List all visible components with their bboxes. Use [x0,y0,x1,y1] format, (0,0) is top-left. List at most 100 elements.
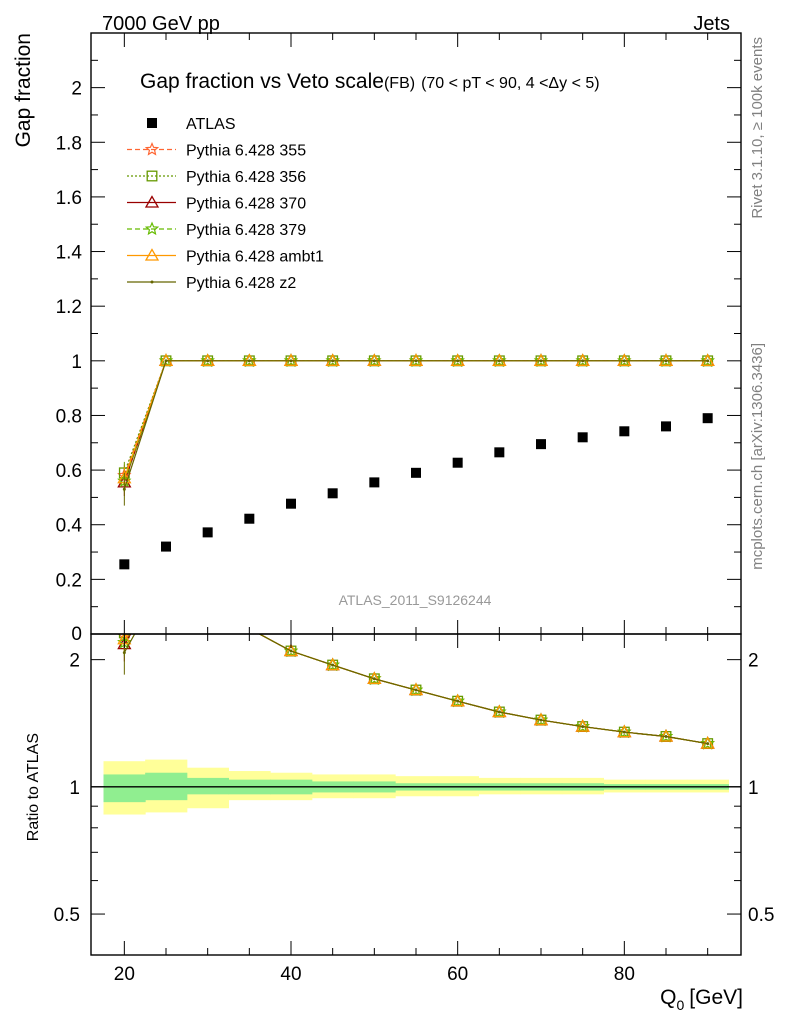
series-point [206,359,210,363]
series-point [158,353,174,367]
ratio-y-tick-label: 0.5 [54,905,80,926]
y-tick-label: 1.4 [56,243,83,264]
series-point [617,353,632,368]
ratio-band-inner [186,777,229,795]
ratio-point [206,604,209,607]
series-point [492,353,507,368]
data-point [619,426,630,437]
series-point [533,353,549,367]
series-point [200,353,215,368]
main-panel-series [117,353,715,570]
legend-label: Pythia 6.428 z2 [186,275,296,292]
data-point [244,513,255,524]
x-tick-label: 40 [280,964,301,985]
ratio-point [160,572,172,583]
series-point [706,359,710,363]
ratio-point [160,572,172,583]
chart-title: Gap fraction vs Veto scale(FB) (70 < pT <… [140,70,600,93]
ratio-point [372,677,376,681]
y-tick-label: 0.6 [56,461,82,482]
series-point [367,353,382,368]
ratio-point [581,725,585,729]
series-point [533,353,549,366]
ratio-point [617,724,632,739]
series-point [372,359,376,363]
series-point [700,353,715,366]
y-axis-label: Gap fraction [12,33,35,147]
analysis-watermark: ATLAS_2011_S9126244 [339,592,492,608]
x-axis-label: Q0 [GeV] [660,986,743,1013]
ratio-point [664,734,668,738]
series-point [408,353,424,366]
series-point [658,353,674,367]
series-line [123,360,708,479]
legend: ATLAS Pythia 6.428 355 Pythia 6.428 356 Pyt… [127,116,324,292]
chart-title-main: Gap fraction vs Veto scale [140,70,384,93]
series-layer [117,353,715,750]
y-tick-label: 1.6 [56,188,82,209]
ratio-point [160,572,171,583]
series-line [123,360,708,483]
ratio-point [161,573,171,583]
data-point [161,541,171,552]
y-tick-label: 2 [71,79,82,100]
data-point [286,498,296,509]
legend-marker [150,280,154,284]
ratio-y-tick-label-right: 2 [748,651,759,672]
series-point [158,353,174,366]
legend-label: Pythia 6.428 356 [186,169,306,186]
legend-marker [147,118,157,128]
ratio-uncertainty-band [91,759,741,815]
series-point [575,353,590,366]
ratio-point [202,599,214,610]
x-axis-label-sub: 0 [677,997,685,1013]
side-label-top: Rivet 3.1.10, ≥ 100k events [749,37,766,219]
chart-subtitle: (70 < pT < 90, 4 <Δy < 5) [421,75,600,92]
ratio-point [203,601,213,611]
y-tick-label: 1 [71,352,82,373]
series-point [581,359,585,363]
ratio-point [160,572,171,583]
ratio-point [456,699,460,703]
ratio-y-tick-label-right: 1 [748,778,759,799]
series-point [456,359,460,363]
series-point [242,353,257,368]
legend-label: ATLAS [186,116,236,133]
series-line [123,360,708,482]
series-point [408,353,424,367]
legend-marker [144,141,160,156]
series-point [200,353,215,366]
data-point [536,439,546,450]
series-point [664,359,668,363]
header-right: Jets [693,13,730,35]
x-tick-label: 20 [114,964,135,985]
ratio-point [658,728,674,743]
ratio-point [165,576,168,579]
series-point [325,353,340,368]
series-point [617,353,632,366]
ratio-y-tick-label: 1 [69,778,80,799]
x-axis-label-main: Q [660,986,676,1009]
ratio-point [497,710,501,714]
chart-title-tag: (FB) [384,75,415,92]
series-point [331,359,335,363]
data-point [452,457,463,468]
data-point [202,527,213,538]
ratio-point [202,599,214,610]
ratio-y-axis-label: Ratio to ATLAS [25,733,42,841]
data-point [702,413,713,424]
y-tick-label: 1.8 [56,133,82,154]
legend-label: Pythia 6.428 370 [186,196,306,213]
series-point [367,353,382,366]
series-point [658,353,674,366]
ratio-point [331,663,335,667]
ratio-point [289,649,293,653]
data-point [494,447,505,458]
legend-marker [144,248,160,261]
legend-marker [144,221,160,236]
series-point [622,359,626,363]
side-label-bottom: mcplots.cern.ch [arXiv:1306.3436] [749,343,766,570]
legend-label: Pythia 6.428 355 [186,143,306,160]
